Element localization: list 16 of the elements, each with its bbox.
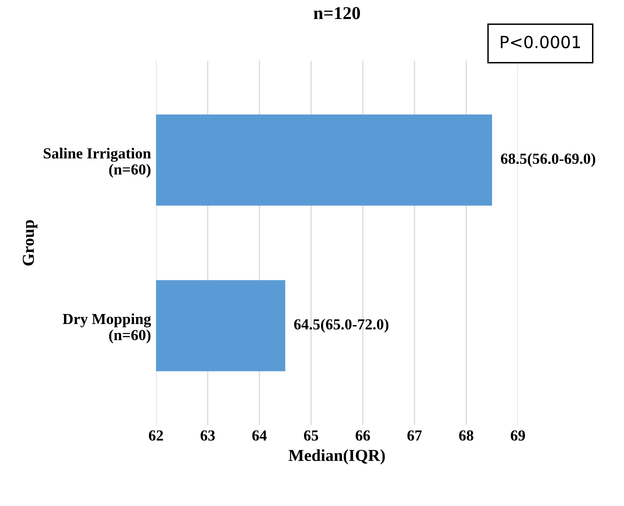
data-label: 64.5(65.0-72.0) <box>294 318 388 333</box>
y-axis-title: Group <box>22 220 38 266</box>
x-tick-label: 63 <box>200 430 215 441</box>
x-tick-label: 68 <box>459 430 474 441</box>
x-tick-label: 66 <box>356 430 370 441</box>
x-tick-label: 69 <box>510 430 526 441</box>
y-tick-label: Saline Irrigation (n=60) <box>44 148 151 178</box>
x-tick-label: 64 <box>252 430 267 441</box>
y-tick-label: Dry Mopping (n=60) <box>62 313 151 344</box>
x-tick-label: 65 <box>304 430 318 441</box>
text: P<0.0001 <box>500 36 580 48</box>
x-tick-label: 62 <box>148 430 163 441</box>
x-axis-title: Median(IQR) <box>288 449 385 464</box>
x-tick-label: 67 <box>407 430 422 441</box>
data-label: 68.5(56.0-69.0) <box>500 153 596 168</box>
chart-title: n=120 <box>314 7 360 20</box>
